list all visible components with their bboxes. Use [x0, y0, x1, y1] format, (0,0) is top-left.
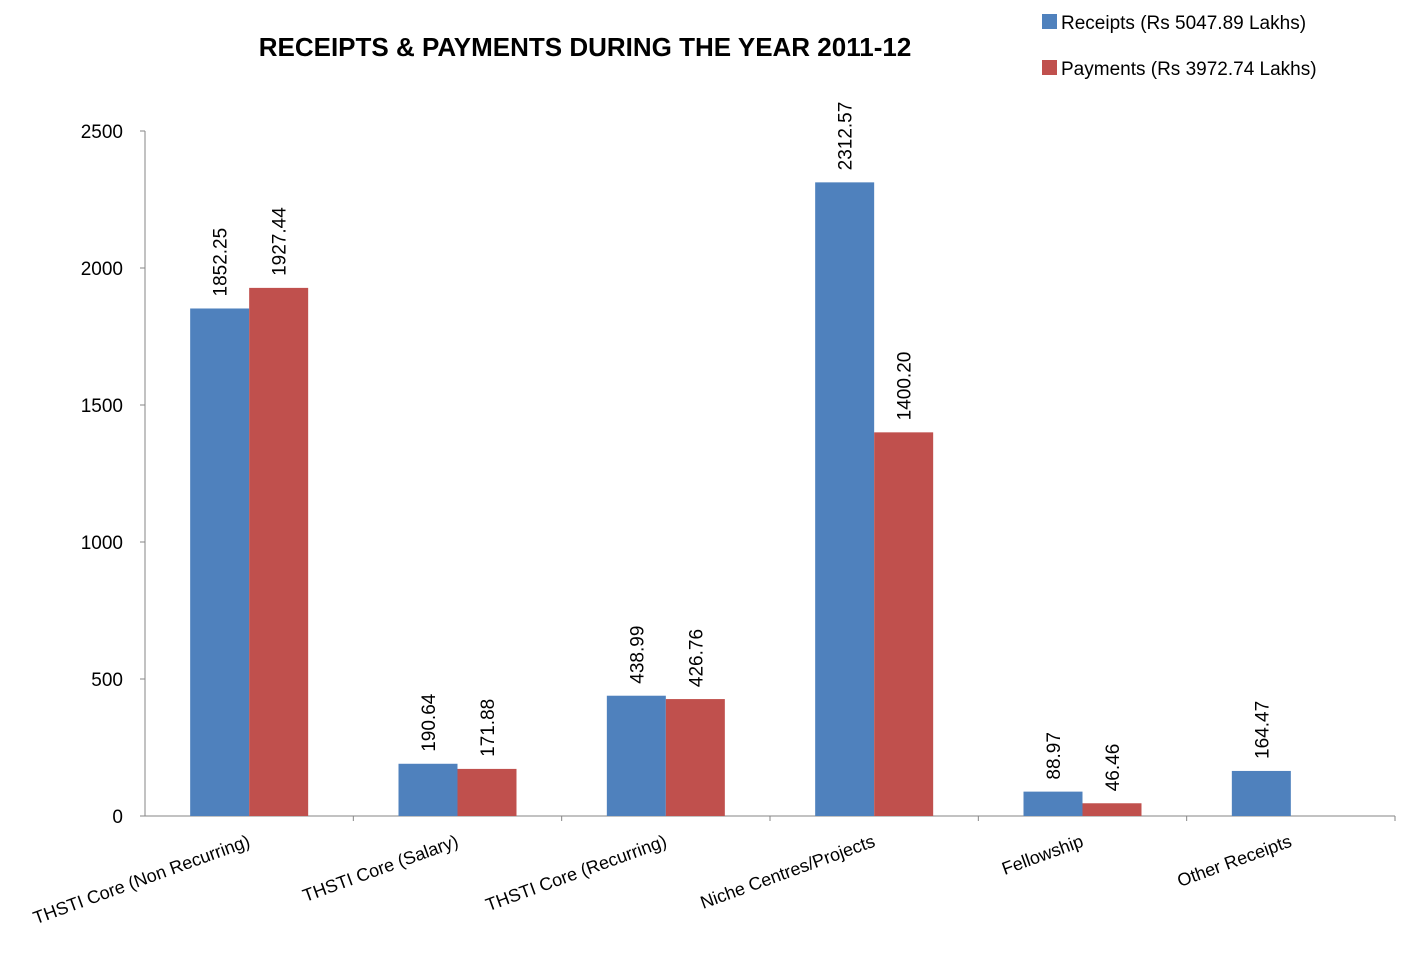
receipts-bar	[815, 182, 875, 816]
receipts-bar	[398, 763, 458, 816]
payments-data-label: 1927.44	[270, 207, 291, 276]
receipts-data-label: 1852.25	[211, 228, 232, 297]
legend-label-receipts: Receipts (Rs 5047.89 Lakhs)	[1061, 13, 1306, 34]
y-tick-label: 500	[91, 670, 123, 691]
chart-bars	[190, 182, 1291, 816]
receipts-data-label: 190.64	[419, 693, 440, 752]
payments-data-label: 426.76	[686, 629, 707, 687]
payments-bar	[457, 768, 517, 816]
payments-bar	[874, 432, 934, 816]
payments-bar	[665, 699, 725, 816]
receipts-bar	[606, 695, 666, 816]
category-label: THSTI Core (Salary)	[300, 831, 461, 906]
payments-bar	[249, 287, 309, 816]
receipts-data-label: 2312.57	[836, 102, 857, 171]
legend-swatch-receipts	[1042, 14, 1057, 29]
chart-title: RECEIPTS & PAYMENTS DURING THE YEAR 2011…	[259, 32, 912, 62]
category-label: Fellowship	[999, 831, 1086, 879]
y-tick-label: 1000	[81, 533, 123, 554]
receipts-data-label: 438.99	[627, 626, 648, 684]
receipts-bar	[1231, 770, 1291, 816]
category-label: Other Receipts	[1175, 831, 1295, 891]
legend-label-payments: Payments (Rs 3972.74 Lakhs)	[1061, 59, 1317, 80]
receipts-data-label: 88.97	[1044, 732, 1065, 780]
chart-legend: Receipts (Rs 5047.89 Lakhs) Payments (Rs…	[1042, 13, 1317, 80]
category-label: THSTI Core (Recurring)	[483, 831, 669, 915]
chart-data-labels: 1852.25 1927.44 190.64 171.88 438.99 426.76 23…	[211, 102, 1274, 792]
receipts-bar	[190, 308, 250, 816]
payments-bar	[1082, 803, 1142, 816]
receipts-bar	[1023, 791, 1083, 816]
legend-swatch-payments	[1042, 60, 1057, 75]
category-label: Niche Centres/Projects	[698, 831, 878, 913]
chart-category-labels: THSTI Core (Non Recurring) THSTI Core (Sa…	[30, 816, 1396, 928]
y-tick-label: 2500	[81, 122, 123, 143]
payments-data-label: 46.46	[1103, 744, 1124, 792]
y-tick-label: 2000	[81, 259, 123, 280]
category-label: THSTI Core (Non Recurring)	[30, 831, 252, 928]
y-tick-label: 0	[112, 807, 123, 828]
payments-data-label: 171.88	[478, 699, 499, 757]
y-tick-label: 1500	[81, 396, 123, 417]
payments-data-label: 1400.20	[895, 352, 916, 421]
receipts-data-label: 164.47	[1252, 701, 1273, 759]
